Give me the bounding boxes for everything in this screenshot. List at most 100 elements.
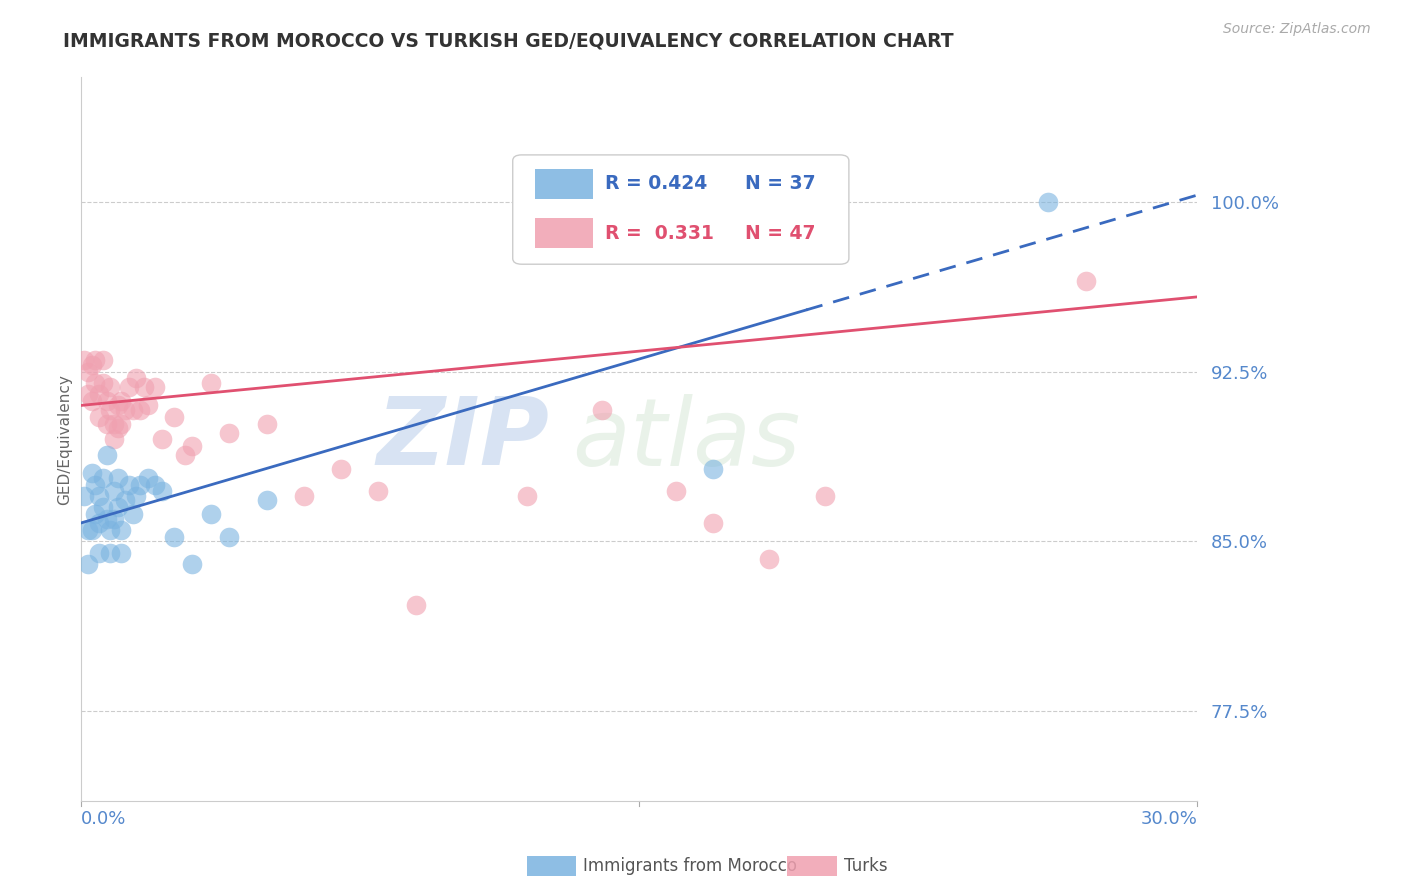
Point	[200, 376, 222, 390]
Point	[91, 376, 114, 390]
Text: ZIP: ZIP	[377, 393, 550, 485]
Point	[96, 393, 118, 408]
Point	[218, 530, 240, 544]
Point	[367, 484, 389, 499]
Point	[136, 471, 159, 485]
FancyBboxPatch shape	[513, 155, 849, 264]
Point	[702, 462, 724, 476]
Text: IMMIGRANTS FROM MOROCCO VS TURKISH GED/EQUIVALENCY CORRELATION CHART: IMMIGRANTS FROM MOROCCO VS TURKISH GED/E…	[63, 31, 953, 50]
Point	[405, 598, 427, 612]
Point	[136, 399, 159, 413]
Point	[107, 500, 129, 515]
Text: 0.0%: 0.0%	[80, 811, 127, 829]
Point	[77, 387, 100, 401]
Point	[1038, 194, 1060, 209]
Point	[73, 353, 96, 368]
Point	[91, 471, 114, 485]
Point	[107, 421, 129, 435]
Point	[1074, 274, 1097, 288]
Point	[107, 471, 129, 485]
Point	[84, 353, 107, 368]
Point	[256, 417, 278, 431]
Text: 30.0%: 30.0%	[1140, 811, 1198, 829]
Point	[107, 399, 129, 413]
Text: N = 47: N = 47	[745, 224, 815, 243]
Point	[103, 511, 125, 525]
Point	[129, 477, 152, 491]
Point	[665, 484, 688, 499]
Point	[98, 403, 121, 417]
Point	[77, 523, 100, 537]
Point	[152, 433, 174, 447]
Point	[77, 557, 100, 571]
Point	[121, 403, 143, 417]
Point	[98, 545, 121, 559]
Text: Immigrants from Morocco: Immigrants from Morocco	[583, 857, 797, 875]
Point	[702, 516, 724, 530]
Point	[103, 484, 125, 499]
Point	[80, 393, 103, 408]
Point	[218, 425, 240, 440]
Point	[110, 545, 132, 559]
Point	[181, 557, 204, 571]
Point	[96, 448, 118, 462]
Point	[256, 493, 278, 508]
Point	[114, 493, 136, 508]
Point	[129, 403, 152, 417]
Point	[110, 393, 132, 408]
Point	[98, 380, 121, 394]
Point	[110, 523, 132, 537]
Point	[80, 358, 103, 372]
Point	[330, 462, 353, 476]
Point	[96, 511, 118, 525]
Point	[814, 489, 837, 503]
Point	[591, 403, 613, 417]
Point	[96, 417, 118, 431]
Point	[125, 489, 148, 503]
Text: atlas: atlas	[572, 394, 800, 485]
Point	[80, 467, 103, 481]
Text: N = 37: N = 37	[745, 174, 815, 194]
Point	[516, 489, 538, 503]
Point	[181, 439, 204, 453]
Point	[89, 516, 111, 530]
Point	[91, 500, 114, 515]
Bar	[536, 169, 593, 199]
Point	[152, 484, 174, 499]
Point	[143, 380, 166, 394]
Bar	[536, 218, 593, 248]
Text: R = 0.424: R = 0.424	[606, 174, 707, 194]
Point	[91, 353, 114, 368]
Point	[121, 507, 143, 521]
Point	[77, 365, 100, 379]
Point	[162, 409, 184, 424]
Point	[84, 507, 107, 521]
Text: Source: ZipAtlas.com: Source: ZipAtlas.com	[1223, 22, 1371, 37]
Point	[758, 552, 780, 566]
Point	[84, 376, 107, 390]
Point	[89, 489, 111, 503]
Point	[98, 523, 121, 537]
Text: R =  0.331: R = 0.331	[606, 224, 714, 243]
Point	[118, 380, 141, 394]
Point	[80, 523, 103, 537]
Point	[89, 409, 111, 424]
Point	[118, 477, 141, 491]
Text: Turks: Turks	[844, 857, 887, 875]
Point	[143, 477, 166, 491]
Point	[292, 489, 315, 503]
Point	[132, 380, 155, 394]
Point	[89, 545, 111, 559]
Point	[110, 417, 132, 431]
Point	[114, 403, 136, 417]
Point	[173, 448, 195, 462]
Point	[125, 371, 148, 385]
Point	[103, 433, 125, 447]
Point	[200, 507, 222, 521]
Y-axis label: GED/Equivalency: GED/Equivalency	[58, 374, 72, 505]
Point	[162, 530, 184, 544]
Point	[84, 477, 107, 491]
Point	[89, 387, 111, 401]
Point	[103, 417, 125, 431]
Point	[73, 489, 96, 503]
